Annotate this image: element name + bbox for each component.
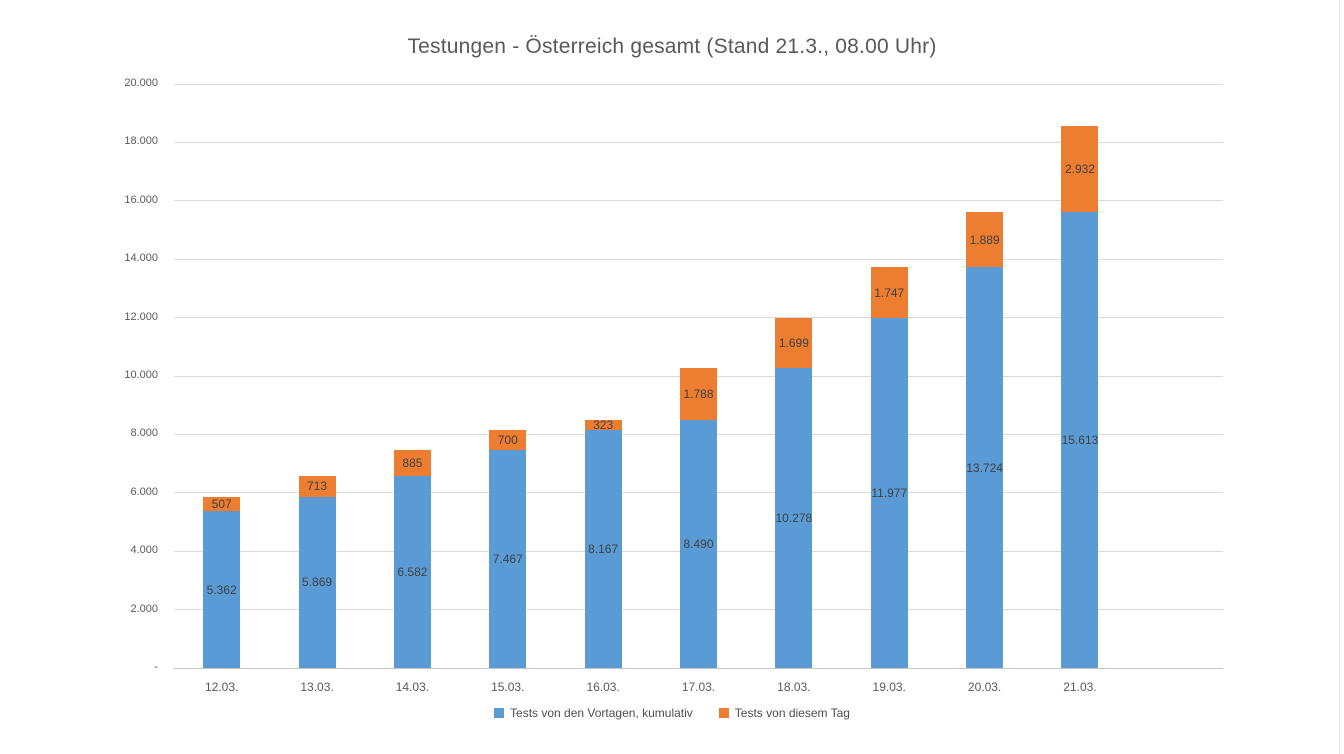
bar-label-today: 2.932 bbox=[1064, 162, 1095, 177]
x-axis-label: 16.03. bbox=[586, 680, 620, 694]
bar-label-cumulative: 10.278 bbox=[775, 510, 813, 525]
y-axis-label: 12.000 bbox=[124, 310, 158, 323]
y-axis-label: 10.000 bbox=[124, 369, 158, 381]
y-axis-label: 6.000 bbox=[130, 485, 158, 498]
legend-swatch-orange-icon bbox=[718, 708, 729, 718]
bar-segment-cumulative bbox=[1061, 212, 1099, 668]
y-axis-label: - bbox=[154, 661, 158, 673]
legend-swatch-blue-icon bbox=[494, 708, 505, 718]
bar-label-today: 1.747 bbox=[874, 285, 905, 300]
gridline bbox=[174, 200, 1223, 202]
bar-label-today: 1.699 bbox=[778, 336, 809, 351]
bar-label-cumulative: 7.467 bbox=[492, 551, 523, 566]
bar-segment-today bbox=[870, 267, 908, 319]
bar-label-cumulative: 15.613 bbox=[1061, 433, 1099, 448]
x-axis-label: 12.03. bbox=[204, 680, 239, 694]
bar-segment-today bbox=[1061, 126, 1099, 213]
bar-label-cumulative: 13.724 bbox=[966, 460, 1003, 475]
x-axis-label: 21.03. bbox=[1063, 680, 1097, 694]
legend-item-cumulative: Tests von den Vortagen, kumulativ bbox=[494, 706, 693, 720]
x-axis-label: 18.03. bbox=[777, 680, 811, 694]
bar-label-today: 700 bbox=[497, 432, 518, 447]
bar-segment-today bbox=[584, 420, 622, 430]
y-axis-label: 14.000 bbox=[124, 252, 158, 265]
bar-segment-cumulative bbox=[203, 511, 241, 668]
bar-segment-today bbox=[298, 475, 336, 497]
bar-segment-cumulative bbox=[298, 496, 336, 668]
gridline bbox=[174, 258, 1223, 260]
x-axis-label: 20.03. bbox=[967, 680, 1002, 694]
bar-segment-today bbox=[680, 367, 717, 421]
bar-label-cumulative: 5.362 bbox=[206, 582, 237, 597]
legend-label-today: Tests von diesem Tag bbox=[734, 706, 850, 720]
bar-segment-cumulative bbox=[870, 318, 908, 668]
x-axis-label: 19.03. bbox=[872, 680, 906, 694]
chart-title: Testungen - Österreich gesamt (Stand 21.… bbox=[407, 35, 937, 58]
bar-segment-today bbox=[203, 496, 241, 512]
bar-label-today: 507 bbox=[211, 497, 232, 512]
bar-label-cumulative: 8.167 bbox=[588, 541, 619, 556]
bar-segment-cumulative bbox=[966, 267, 1004, 668]
bar-label-cumulative: 8.490 bbox=[683, 537, 714, 552]
bar-segment-cumulative bbox=[584, 429, 622, 668]
y-axis-label: 8.000 bbox=[130, 427, 158, 440]
bar-segment-today bbox=[393, 449, 431, 476]
legend-item-today: Tests von diesem Tag bbox=[718, 706, 850, 720]
x-axis-line bbox=[174, 667, 1223, 669]
bar-label-today: 713 bbox=[307, 479, 328, 494]
bar-label-cumulative: 5.869 bbox=[302, 575, 333, 590]
bar-segment-cumulative bbox=[680, 420, 717, 668]
bar-segment-today bbox=[966, 212, 1004, 268]
x-axis-label: 15.03. bbox=[491, 680, 525, 694]
bar-label-today: 1.889 bbox=[969, 232, 1000, 247]
y-axis-label: 4.000 bbox=[130, 544, 158, 557]
bar-segment-cumulative bbox=[775, 367, 813, 668]
bar-label-cumulative: 6.582 bbox=[397, 564, 428, 579]
y-axis-label: 20.000 bbox=[124, 77, 158, 89]
bar-segment-cumulative bbox=[393, 475, 431, 668]
gridline bbox=[174, 141, 1223, 143]
gridline bbox=[174, 317, 1223, 319]
gridline bbox=[174, 83, 1223, 85]
y-axis-label: 2.000 bbox=[130, 602, 158, 615]
bar-segment-today bbox=[775, 318, 813, 368]
legend-label-cumulative: Tests von den Vortagen, kumulativ bbox=[510, 706, 693, 720]
x-axis-label: 14.03. bbox=[395, 680, 430, 694]
bar-label-today: 323 bbox=[593, 417, 614, 432]
x-axis-label: 13.03. bbox=[300, 680, 334, 694]
y-axis-label: 16.000 bbox=[124, 193, 158, 206]
bar-segment-today bbox=[489, 429, 527, 450]
bar-label-today: 1.788 bbox=[683, 386, 714, 401]
legend: Tests von den Vortagen, kumulativ Tests … bbox=[0, 706, 1344, 720]
x-axis-label: 17.03. bbox=[681, 680, 716, 694]
bar-segment-cumulative bbox=[489, 449, 527, 668]
y-axis-label: 18.000 bbox=[124, 135, 158, 148]
window-edge-line bbox=[1339, 0, 1340, 754]
bar-label-today: 885 bbox=[402, 455, 423, 470]
bar-label-cumulative: 11.977 bbox=[871, 486, 908, 501]
